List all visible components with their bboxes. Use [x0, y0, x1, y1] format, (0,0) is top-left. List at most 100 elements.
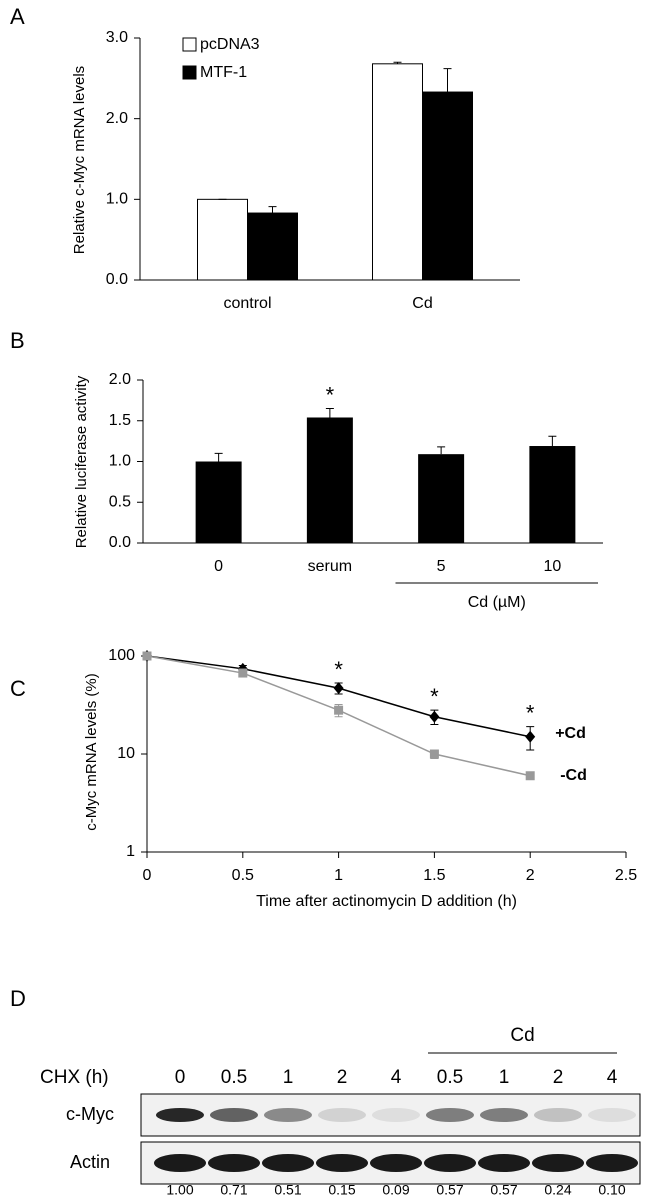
- bar: [422, 91, 473, 281]
- panel-label: A: [10, 4, 25, 29]
- legend-swatch: [182, 37, 197, 52]
- error-bar: [325, 408, 334, 418]
- actin-band: [532, 1154, 584, 1172]
- group-label: Cd (µM): [468, 594, 526, 611]
- value-label: 0.15: [328, 1182, 355, 1198]
- error-bar: [437, 446, 446, 455]
- marker: [429, 710, 440, 723]
- x-axis-label: Time after actinomycin D addition (h): [256, 893, 517, 910]
- legend-swatch: [182, 65, 197, 80]
- y-tick-label: 0.0: [109, 534, 131, 551]
- annotation: *: [526, 700, 535, 725]
- x-tick-label: 0: [143, 867, 152, 884]
- band: [426, 1108, 474, 1122]
- y-axis-label: Relative luciferase activity: [73, 375, 90, 548]
- marker: [429, 749, 439, 759]
- band: [156, 1108, 204, 1122]
- lane-label: 0.5: [437, 1067, 463, 1088]
- actin-band: [478, 1154, 530, 1172]
- actin-band: [370, 1154, 422, 1172]
- y-tick-label: 2.0: [106, 110, 128, 127]
- x-tick-label: 0: [214, 558, 223, 575]
- error-bar: [548, 435, 557, 447]
- actin-band: [154, 1154, 206, 1172]
- lane-label: 2: [337, 1067, 348, 1088]
- marker: [333, 682, 344, 695]
- x-tick-label: 1: [334, 867, 343, 884]
- band: [534, 1108, 582, 1122]
- panel-label: D: [10, 986, 26, 1011]
- lane-label: 1: [283, 1067, 294, 1088]
- value-label: 0.57: [490, 1182, 517, 1198]
- y-tick-label: 3.0: [106, 29, 128, 46]
- legend-label: pcDNA3: [200, 36, 260, 53]
- x-tick-label: 5: [437, 558, 446, 575]
- y-tick-label: 2.0: [109, 371, 131, 388]
- y-tick-label: 1.0: [106, 191, 128, 208]
- bar: [306, 417, 353, 543]
- error-bar: [214, 452, 223, 462]
- lane-label: 1: [499, 1067, 510, 1088]
- annotation: *: [326, 382, 335, 407]
- y-tick-label: 0.0: [106, 271, 128, 288]
- bar: [529, 446, 576, 543]
- bar: [247, 212, 298, 281]
- band: [372, 1108, 420, 1122]
- error-bar: [443, 68, 452, 93]
- y-tick-label: 0.5: [109, 493, 131, 510]
- axis-label: CHX (h): [40, 1067, 109, 1088]
- row-label: Actin: [70, 1152, 110, 1172]
- bar: [372, 63, 423, 281]
- actin-band: [424, 1154, 476, 1172]
- actin-band: [316, 1154, 368, 1172]
- value-label: 1.00: [166, 1182, 193, 1198]
- lane-label: 0.5: [221, 1067, 247, 1088]
- x-tick-label: 10: [543, 558, 561, 575]
- row-label: c-Myc: [66, 1104, 114, 1124]
- value-label: 0.71: [220, 1182, 247, 1198]
- annotation: *: [334, 657, 343, 682]
- x-tick-label: 1.5: [423, 867, 445, 884]
- band: [210, 1108, 258, 1122]
- actin-band: [262, 1154, 314, 1172]
- bar: [197, 198, 248, 281]
- value-label: 0.57: [436, 1182, 463, 1198]
- error-bar: [393, 61, 402, 64]
- marker: [334, 705, 344, 715]
- x-tick-label: serum: [308, 558, 352, 575]
- bar: [195, 461, 242, 543]
- marker: [238, 668, 248, 678]
- bar: [418, 454, 465, 543]
- marker: [142, 651, 152, 661]
- panel-label: B: [10, 328, 25, 353]
- annotation: *: [430, 684, 439, 709]
- band: [480, 1108, 528, 1122]
- value-label: 0.51: [274, 1182, 301, 1198]
- actin-band: [208, 1154, 260, 1172]
- x-tick-label: 2: [526, 867, 535, 884]
- value-label: 0.24: [544, 1182, 571, 1198]
- value-label: 0.09: [382, 1182, 409, 1198]
- marker: [525, 730, 536, 743]
- y-tick-label: 1: [126, 843, 135, 860]
- error-bar: [268, 206, 277, 214]
- actin-band: [586, 1154, 638, 1172]
- lane-label: 0: [175, 1067, 186, 1088]
- marker: [525, 771, 535, 781]
- x-tick-label: control: [223, 295, 271, 312]
- panel-label: C: [10, 676, 26, 701]
- x-tick-label: 0.5: [232, 867, 254, 884]
- x-tick-label: Cd: [412, 295, 432, 312]
- band: [318, 1108, 366, 1122]
- y-tick-label: 1.5: [109, 412, 131, 429]
- y-tick-label: 10: [117, 745, 135, 762]
- series-label: +Cd: [555, 725, 586, 742]
- y-axis-label: Relative c-Myc mRNA levels: [71, 66, 88, 254]
- y-axis-label: c-Myc mRNA levels (%): [83, 673, 100, 831]
- lane-label: 2: [553, 1067, 564, 1088]
- x-tick-label: 2.5: [615, 867, 637, 884]
- legend-label: MTF-1: [200, 64, 247, 81]
- y-tick-label: 100: [108, 647, 135, 664]
- y-tick-label: 1.0: [109, 453, 131, 470]
